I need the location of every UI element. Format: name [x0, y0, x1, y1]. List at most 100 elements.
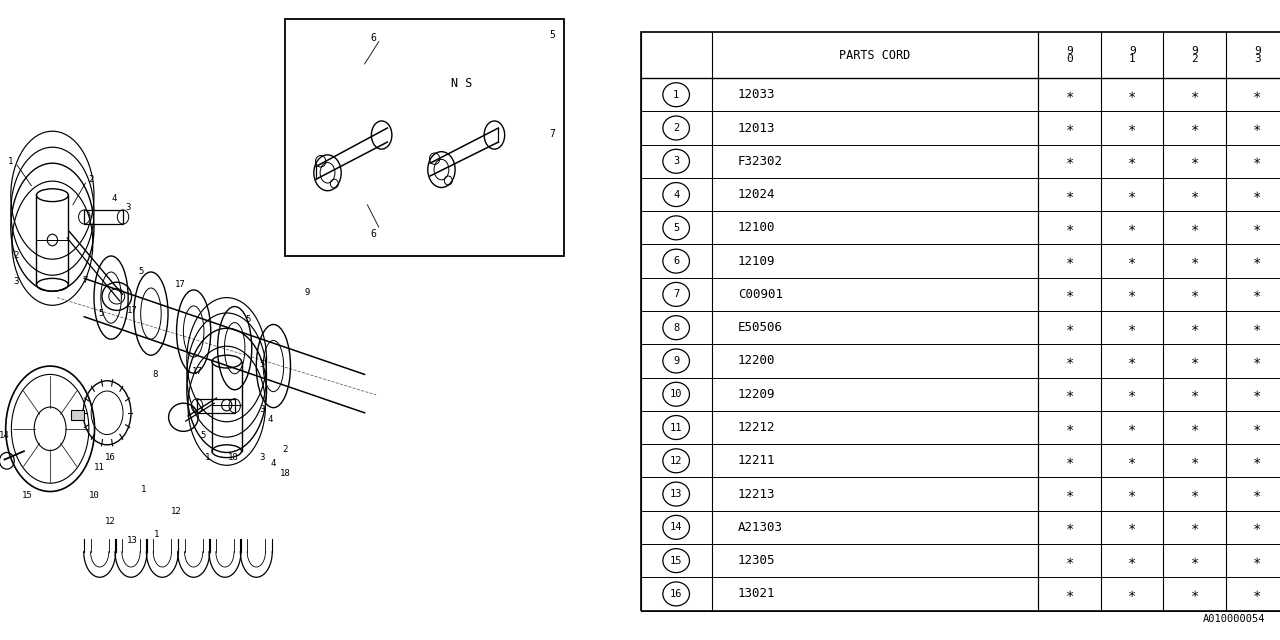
Bar — [197, 399, 234, 413]
Text: 6: 6 — [370, 33, 376, 44]
Text: ∗: ∗ — [1253, 321, 1262, 335]
Text: 3: 3 — [260, 405, 265, 414]
Text: 2: 2 — [88, 175, 93, 184]
Text: ∗: ∗ — [1253, 154, 1262, 168]
Text: ∗: ∗ — [1065, 387, 1074, 401]
Bar — [285, 19, 564, 256]
Text: 5: 5 — [673, 223, 680, 233]
Text: ∗: ∗ — [1128, 520, 1137, 534]
Text: ∗: ∗ — [1128, 254, 1137, 268]
Text: 3: 3 — [673, 156, 680, 166]
Text: 5: 5 — [138, 268, 143, 276]
Text: 9
0: 9 0 — [1066, 45, 1073, 65]
Text: 5: 5 — [260, 360, 265, 369]
Text: ∗: ∗ — [1190, 221, 1199, 235]
Text: 4: 4 — [271, 460, 276, 468]
Text: 10: 10 — [669, 389, 682, 399]
Text: 1: 1 — [154, 530, 159, 539]
Text: ∗: ∗ — [1128, 487, 1137, 501]
Text: 15: 15 — [22, 492, 33, 500]
Text: ∗: ∗ — [1253, 121, 1262, 135]
Text: 4: 4 — [111, 194, 116, 203]
Bar — [84, 210, 123, 224]
Text: 11: 11 — [669, 422, 682, 433]
Text: 2: 2 — [13, 252, 19, 260]
Text: 9: 9 — [305, 288, 310, 297]
Text: A010000054: A010000054 — [1203, 614, 1266, 624]
Text: 9: 9 — [673, 356, 680, 366]
Text: ∗: ∗ — [1190, 387, 1199, 401]
Text: 5: 5 — [549, 30, 556, 40]
Text: ∗: ∗ — [1128, 188, 1137, 202]
Text: ∗: ∗ — [1190, 154, 1199, 168]
Text: 4: 4 — [268, 415, 273, 424]
Text: 17: 17 — [192, 367, 204, 376]
Text: ∗: ∗ — [1065, 554, 1074, 568]
Text: 5: 5 — [201, 431, 206, 440]
Text: ∗: ∗ — [1065, 188, 1074, 202]
Text: ∗: ∗ — [1128, 321, 1137, 335]
Text: ∗: ∗ — [1253, 554, 1262, 568]
Text: ∗: ∗ — [1253, 287, 1262, 301]
Text: 17: 17 — [127, 306, 137, 315]
Text: 12: 12 — [172, 508, 182, 516]
Text: 12: 12 — [669, 456, 682, 466]
Text: ∗: ∗ — [1065, 121, 1074, 135]
Text: ∗: ∗ — [1190, 254, 1199, 268]
Text: ∗: ∗ — [1190, 487, 1199, 501]
Text: 1: 1 — [141, 485, 146, 494]
Text: 12013: 12013 — [737, 122, 776, 134]
Text: ∗: ∗ — [1065, 221, 1074, 235]
Text: ∗: ∗ — [1190, 354, 1199, 368]
Text: PARTS CORD: PARTS CORD — [840, 49, 910, 61]
Text: 4: 4 — [673, 189, 680, 200]
Text: ∗: ∗ — [1128, 420, 1137, 435]
Text: ∗: ∗ — [1253, 487, 1262, 501]
Text: 14: 14 — [669, 522, 682, 532]
Text: 12305: 12305 — [737, 554, 776, 567]
Text: 18: 18 — [279, 469, 291, 478]
Text: ∗: ∗ — [1190, 88, 1199, 102]
Text: ∗: ∗ — [1190, 287, 1199, 301]
Text: 1: 1 — [8, 157, 13, 166]
Text: N S: N S — [451, 77, 472, 90]
Text: ∗: ∗ — [1065, 287, 1074, 301]
Text: F32302: F32302 — [737, 155, 783, 168]
Text: 12109: 12109 — [737, 255, 776, 268]
Text: ∗: ∗ — [1128, 287, 1137, 301]
Text: 7: 7 — [83, 276, 88, 285]
Text: ∗: ∗ — [1253, 520, 1262, 534]
Text: 7: 7 — [549, 129, 556, 140]
Text: 16: 16 — [669, 589, 682, 599]
Text: E50506: E50506 — [737, 321, 783, 334]
Text: ∗: ∗ — [1128, 454, 1137, 468]
Text: 12211: 12211 — [737, 454, 776, 467]
Text: ∗: ∗ — [1065, 254, 1074, 268]
Text: 12024: 12024 — [737, 188, 776, 201]
Text: ∗: ∗ — [1190, 121, 1199, 135]
Text: 3: 3 — [13, 277, 19, 286]
Text: 6: 6 — [370, 228, 376, 239]
Text: ∗: ∗ — [1253, 254, 1262, 268]
Text: ∗: ∗ — [1065, 321, 1074, 335]
Text: ∗: ∗ — [1065, 587, 1074, 601]
Text: ∗: ∗ — [1253, 188, 1262, 202]
Text: 14: 14 — [0, 431, 9, 440]
Bar — [72, 410, 83, 420]
Text: 9
3: 9 3 — [1254, 45, 1261, 65]
Text: C00901: C00901 — [737, 288, 783, 301]
Text: ∗: ∗ — [1190, 188, 1199, 202]
Text: 12033: 12033 — [737, 88, 776, 101]
Text: ∗: ∗ — [1253, 387, 1262, 401]
Text: 12: 12 — [105, 517, 115, 526]
Text: 5: 5 — [244, 316, 251, 324]
Text: 15: 15 — [669, 556, 682, 566]
Text: ∗: ∗ — [1253, 587, 1262, 601]
Text: 9
2: 9 2 — [1192, 45, 1198, 65]
Text: 6: 6 — [673, 256, 680, 266]
Text: ∗: ∗ — [1065, 354, 1074, 368]
Text: ∗: ∗ — [1190, 420, 1199, 435]
Text: ∗: ∗ — [1128, 121, 1137, 135]
Text: 2: 2 — [673, 123, 680, 133]
Text: 8: 8 — [673, 323, 680, 333]
